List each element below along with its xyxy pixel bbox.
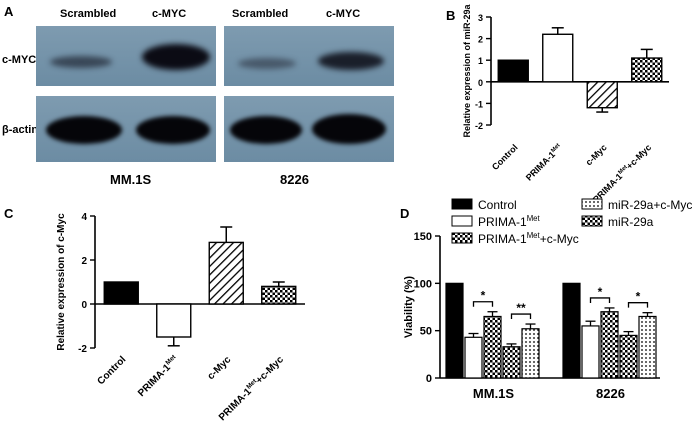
significance-bracket: [627, 302, 649, 308]
bar: [483, 315, 502, 379]
band: [136, 116, 210, 144]
bar: [521, 328, 540, 379]
y-axis-label: Relative expression of c-Myc: [56, 213, 67, 351]
y-tick-label: 4: [81, 212, 87, 223]
x-tick-label: PRIMA-1Met: [524, 142, 564, 182]
legend-swatch: [451, 215, 473, 227]
bar: [464, 336, 483, 379]
bar: [502, 346, 521, 379]
y-tick-label: 50: [420, 326, 432, 338]
cell-line-label-8226: 8226: [280, 172, 309, 187]
significance-label: *: [481, 289, 486, 303]
bar: [445, 282, 464, 379]
significance-label: *: [636, 290, 641, 304]
panel-a-label: A: [4, 4, 14, 19]
y-tick-label: 2: [478, 35, 483, 45]
band: [46, 116, 122, 144]
x-tick-label: Control: [95, 354, 128, 387]
significance-bracket: [472, 301, 494, 307]
significance-label: *: [598, 285, 603, 299]
bar: [103, 281, 139, 305]
bar: [600, 311, 619, 379]
y-tick-label: 0: [81, 300, 87, 311]
bar: [581, 325, 600, 379]
legend-swatch: [451, 198, 473, 210]
band: [318, 52, 384, 70]
y-tick-label: 3: [478, 13, 483, 23]
y-tick-label: 0: [478, 78, 483, 88]
x-tick-label: c-Myc: [206, 354, 234, 382]
blot-header-cmyc-1: c-MYC: [152, 8, 187, 20]
y-tick-label: 0: [426, 373, 432, 385]
bar: [562, 282, 581, 379]
blot-actin-mm1s: [36, 96, 216, 162]
blot-row-label-cmyc: c-MYC: [2, 54, 37, 66]
blot-header-scrambled-1: Scrambled: [60, 8, 117, 20]
y-tick-label: 1: [478, 56, 483, 66]
legend-label: PRIMA-1Met: [478, 214, 541, 229]
x-tick-label: PRIMA-1Met: [135, 353, 181, 399]
band: [230, 116, 302, 144]
bar: [156, 303, 192, 338]
blot-row-label-actin: β-actin: [2, 124, 39, 136]
blot-cmyc-8226: [224, 26, 394, 86]
bar: [586, 81, 618, 109]
panel-b-label: B: [446, 8, 456, 23]
bar: [208, 241, 244, 305]
band: [142, 44, 210, 70]
x-tick-label: Control: [490, 142, 520, 172]
bar: [631, 57, 663, 83]
blot-header-cmyc-2: c-MYC: [326, 8, 361, 20]
panel-c-label: C: [4, 206, 14, 221]
x-tick-label: 8226: [596, 386, 625, 401]
band: [312, 114, 386, 144]
y-tick-label: -2: [475, 121, 483, 131]
bar: [619, 334, 638, 379]
blot-cmyc-mm1s: [36, 26, 216, 86]
legend-swatch: [581, 215, 603, 227]
bar: [497, 59, 529, 83]
band: [50, 56, 112, 68]
legend-label: Control: [478, 198, 517, 212]
x-tick-label: MM.1S: [473, 386, 515, 401]
blot-header-scrambled-2: Scrambled: [232, 8, 289, 20]
legend-swatch: [581, 198, 603, 210]
significance-bracket: [589, 297, 611, 303]
legend-swatch: [451, 232, 473, 244]
y-tick-label: 150: [414, 231, 432, 243]
legend-label: miR-29a: [608, 215, 654, 229]
y-tick-label: 100: [414, 278, 432, 290]
legend-label: PRIMA-1Met+c-Myc: [478, 231, 579, 246]
y-tick-label: -2: [78, 344, 87, 355]
significance-label: **: [516, 301, 526, 315]
significance-bracket: [510, 313, 532, 320]
y-tick-label: 2: [81, 256, 87, 267]
x-tick-label: c-Myc: [584, 142, 609, 167]
cell-line-label-mm1s: MM.1S: [110, 172, 152, 187]
bar: [261, 285, 297, 305]
bar: [542, 33, 574, 83]
band: [238, 58, 296, 69]
y-axis-label: Viability (%): [403, 276, 415, 338]
legend-label: miR-29a+c-Myc: [608, 198, 692, 212]
y-tick-label: -1: [475, 99, 483, 109]
panel-d-label: D: [400, 206, 410, 221]
y-axis-label: Relative expression of miR-29a: [462, 3, 472, 137]
blot-actin-8226: [224, 96, 394, 162]
bar: [638, 315, 657, 379]
